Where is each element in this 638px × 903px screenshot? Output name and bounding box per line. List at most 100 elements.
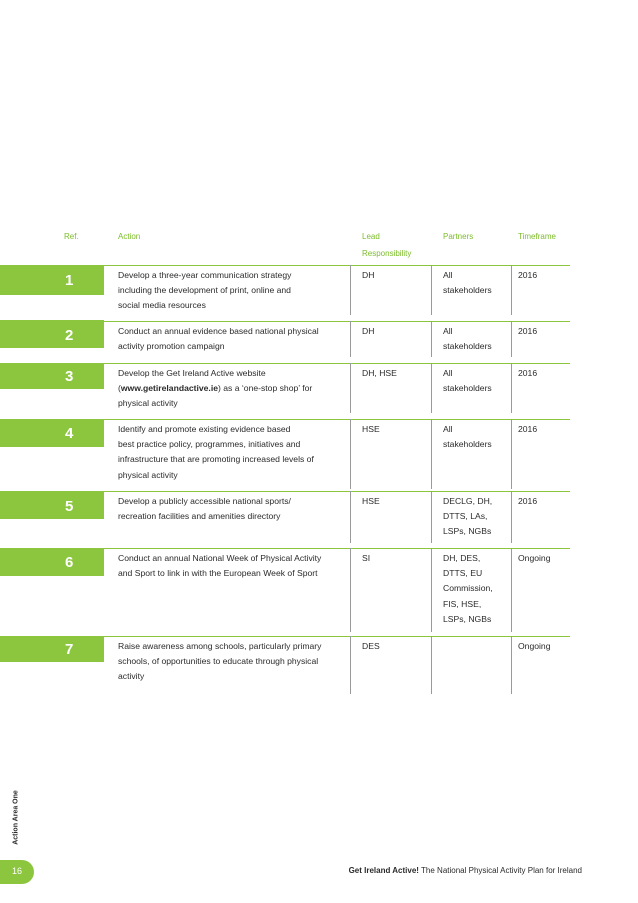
action-line: Conduct an annual National Week of Physi… bbox=[118, 553, 322, 563]
action-line: best practice policy, programmes, initia… bbox=[118, 439, 301, 450]
partners-line: All bbox=[443, 424, 453, 434]
ref-badge: 1 bbox=[0, 265, 104, 295]
column-divider bbox=[431, 419, 432, 489]
lead-line: DES bbox=[362, 641, 380, 651]
column-divider bbox=[511, 321, 512, 357]
ref-number: 6 bbox=[65, 554, 74, 571]
timeframe-line: 2016 bbox=[518, 270, 538, 280]
column-divider bbox=[350, 548, 351, 632]
action-cell: Conduct an annual evidence based nationa… bbox=[118, 324, 350, 354]
column-divider bbox=[350, 321, 351, 357]
action-cell: Develop a publicly accessible national s… bbox=[118, 494, 350, 524]
column-divider bbox=[431, 363, 432, 413]
header-lead: Lead Responsibility bbox=[362, 228, 411, 262]
action-line: Raise awareness among schools, particula… bbox=[118, 641, 322, 651]
ref-number: 7 bbox=[65, 641, 74, 658]
ref-badge: 6 bbox=[0, 548, 104, 576]
table-row: 3 Develop the Get Ireland Active website… bbox=[0, 363, 570, 413]
footer-brand: Get Ireland Active! bbox=[348, 866, 419, 875]
table-row: 4 Identify and promote existing evidence… bbox=[0, 419, 570, 489]
column-divider bbox=[511, 265, 512, 315]
ref-badge: 3 bbox=[0, 363, 104, 389]
timeframe-line: Ongoing bbox=[518, 641, 551, 651]
partners-cell: DH, DES, DTTS, EU Commission, FIS, HSE, … bbox=[443, 551, 513, 627]
ref-badge: 5 bbox=[0, 491, 104, 519]
column-divider bbox=[350, 636, 351, 694]
row-divider bbox=[0, 491, 570, 492]
timeframe-line: 2016 bbox=[518, 496, 538, 506]
section-label: Action Area One bbox=[10, 790, 22, 850]
timeframe-cell: 2016 bbox=[518, 422, 570, 437]
footer: Get Ireland Active! The National Physica… bbox=[349, 866, 582, 875]
action-cell: Raise awareness among schools, particula… bbox=[118, 639, 350, 685]
lead-cell: DH, HSE bbox=[362, 366, 434, 381]
action-line: and Sport to link in with the European W… bbox=[118, 568, 318, 579]
partners-line: All bbox=[443, 368, 453, 378]
action-cell: Develop a three-year communication strat… bbox=[118, 268, 350, 314]
column-divider bbox=[511, 363, 512, 413]
column-divider bbox=[431, 491, 432, 543]
timeframe-cell: Ongoing bbox=[518, 639, 570, 654]
table-row: 2 Conduct an annual evidence based natio… bbox=[0, 320, 570, 357]
lead-cell: HSE bbox=[362, 494, 434, 509]
action-line: infrastructure that are promoting increa… bbox=[118, 454, 314, 465]
table-row: 7 Raise awareness among schools, particu… bbox=[0, 636, 570, 694]
lead-cell: HSE bbox=[362, 422, 434, 437]
action-line: activity promotion campaign bbox=[118, 341, 225, 352]
action-cell: Identify and promote existing evidence b… bbox=[118, 422, 350, 483]
partners-line: FIS, HSE, bbox=[443, 598, 482, 609]
lead-cell: DH bbox=[362, 324, 434, 339]
ref-badge: 2 bbox=[0, 320, 104, 348]
partners-line: LSPs, NGBs bbox=[443, 613, 492, 624]
lead-cell: SI bbox=[362, 551, 434, 566]
header-ref: Ref. bbox=[64, 232, 79, 241]
page-number-tab: 16 bbox=[0, 860, 34, 884]
column-divider bbox=[350, 363, 351, 413]
row-divider bbox=[0, 363, 570, 364]
partners-line: DTTS, EU bbox=[443, 568, 483, 579]
lead-line: HSE bbox=[362, 496, 380, 506]
row-divider bbox=[0, 636, 570, 637]
action-text: ) as a ‘one-stop shop’ for bbox=[218, 383, 313, 394]
table-row: 5 Develop a publicly accessible national… bbox=[0, 491, 570, 543]
action-cell: Conduct an annual National Week of Physi… bbox=[118, 551, 350, 581]
website-link[interactable]: www.getirelandactive.ie bbox=[120, 383, 218, 394]
column-divider bbox=[511, 419, 512, 489]
partners-line: All bbox=[443, 270, 453, 280]
column-divider bbox=[431, 548, 432, 632]
ref-number: 2 bbox=[65, 327, 74, 344]
header-action: Action bbox=[118, 232, 141, 241]
lead-line: DH bbox=[362, 270, 375, 280]
column-divider bbox=[431, 636, 432, 694]
column-divider bbox=[350, 265, 351, 315]
lead-cell: DES bbox=[362, 639, 434, 654]
timeframe-line: 2016 bbox=[518, 368, 538, 378]
action-line: physical activity bbox=[118, 398, 178, 409]
partners-line: LSPs, NGBs bbox=[443, 526, 492, 537]
ref-number: 1 bbox=[65, 272, 74, 289]
partners-cell: All stakeholders bbox=[443, 422, 513, 452]
column-divider bbox=[511, 636, 512, 694]
lead-line: DH bbox=[362, 326, 375, 336]
header-timeframe: Timeframe bbox=[518, 232, 556, 241]
column-divider bbox=[511, 491, 512, 543]
action-cell: Develop the Get Ireland Active website (… bbox=[118, 366, 350, 412]
row-divider bbox=[0, 265, 570, 266]
lead-line: DH, HSE bbox=[362, 368, 397, 378]
row-divider bbox=[0, 419, 570, 420]
action-line: (www.getirelandactive.ie) as a ‘one-stop… bbox=[118, 381, 350, 396]
partners-cell: All stakeholders bbox=[443, 324, 513, 354]
ref-badge: 4 bbox=[0, 419, 104, 447]
partners-cell: All stakeholders bbox=[443, 366, 513, 396]
timeframe-line: Ongoing bbox=[518, 553, 551, 563]
row-divider bbox=[0, 321, 570, 322]
action-line: Develop a publicly accessible national s… bbox=[118, 496, 291, 506]
timeframe-cell: Ongoing bbox=[518, 551, 570, 566]
partners-line: DH, DES, bbox=[443, 553, 481, 563]
timeframe-cell: 2016 bbox=[518, 366, 570, 381]
partners-line: stakeholders bbox=[443, 439, 492, 450]
column-divider bbox=[431, 265, 432, 315]
action-line: recreation facilities and amenities dire… bbox=[118, 511, 281, 522]
partners-line: stakeholders bbox=[443, 383, 492, 394]
header-partners: Partners bbox=[443, 232, 474, 241]
